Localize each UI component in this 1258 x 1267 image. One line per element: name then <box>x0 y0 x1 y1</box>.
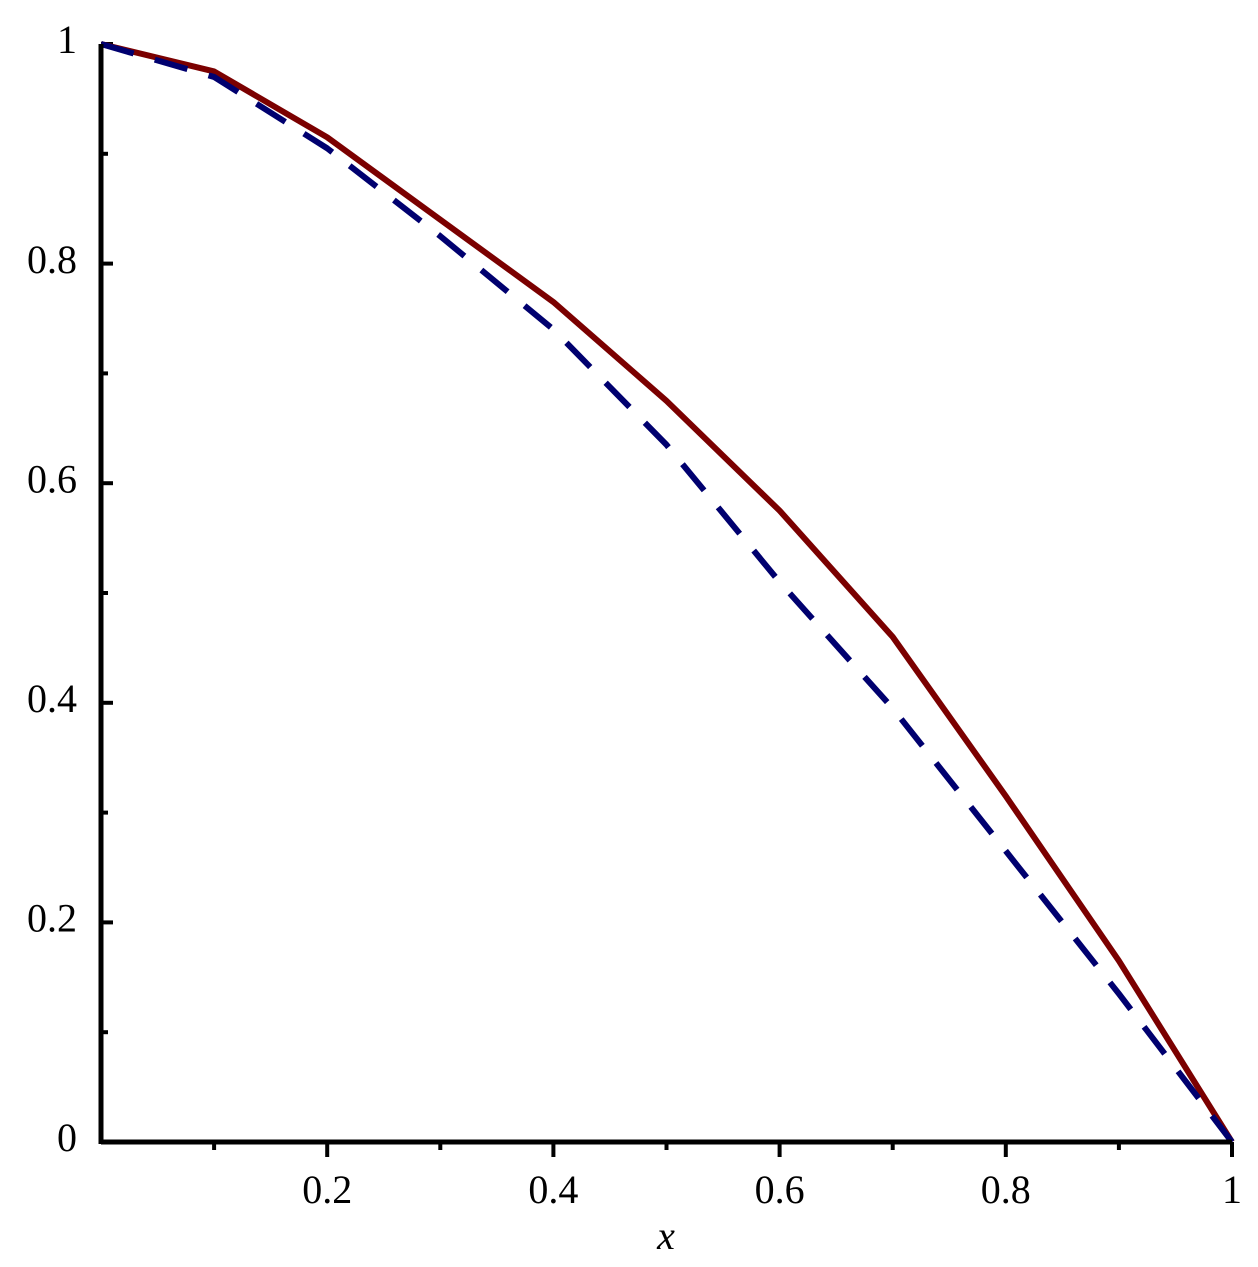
x-axis-label: x <box>656 1213 675 1258</box>
line-series <box>100 41 1235 1144</box>
x-tick-label: 1 <box>1222 1167 1242 1212</box>
x-tick-label: 0.8 <box>981 1167 1031 1212</box>
y-tick-label: 0.8 <box>27 237 77 282</box>
y-tick-label: 1 <box>57 17 77 62</box>
x-tick-label: 0.6 <box>755 1167 805 1212</box>
x-tick-label: 0.2 <box>302 1167 352 1212</box>
y-tick-label: 0.6 <box>27 456 77 501</box>
y-tick-label: 0.4 <box>27 676 77 721</box>
y-tick-label: 0 <box>57 1115 77 1160</box>
line-series <box>100 41 1235 1144</box>
y-tick-label: 0.2 <box>27 896 77 941</box>
x-tick-label: 0.4 <box>528 1167 578 1212</box>
